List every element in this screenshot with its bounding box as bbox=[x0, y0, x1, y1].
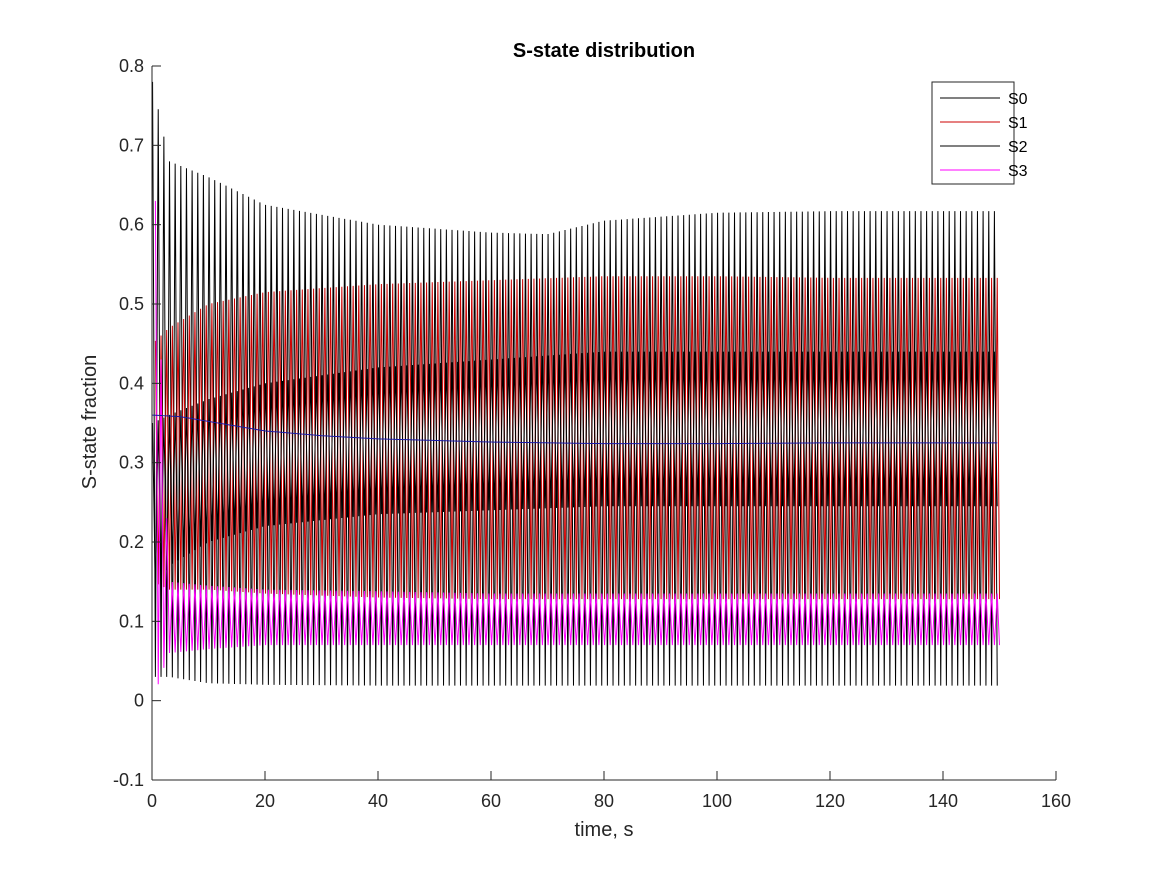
y-tick-label: 0.3 bbox=[119, 453, 144, 473]
legend-label-s0: S0 bbox=[1008, 91, 1028, 108]
legend-label-s3: S3 bbox=[1008, 163, 1028, 180]
x-tick-label: 120 bbox=[815, 791, 845, 811]
y-tick-label: 0.7 bbox=[119, 135, 144, 155]
x-tick-label: 80 bbox=[594, 791, 614, 811]
legend-label-s2: S2 bbox=[1008, 139, 1028, 156]
legend-label-s1: S1 bbox=[1008, 115, 1028, 132]
y-tick-label: 0.4 bbox=[119, 373, 144, 393]
x-tick-label: 0 bbox=[147, 791, 157, 811]
x-tick-label: 40 bbox=[368, 791, 388, 811]
x-tick-label: 140 bbox=[928, 791, 958, 811]
legend-box bbox=[931, 81, 1015, 185]
x-axis-label: time, s bbox=[575, 819, 634, 841]
x-ticks: 0 20 40 60 80 100 120 140 160 bbox=[147, 771, 1071, 811]
x-tick-label: 60 bbox=[481, 791, 501, 811]
y-tick-label: 0.5 bbox=[119, 294, 144, 314]
average-line bbox=[152, 414, 998, 445]
series-line-s2 bbox=[152, 351, 998, 593]
y-tick-label: 0.1 bbox=[119, 611, 144, 631]
x-tick-label: 20 bbox=[255, 791, 275, 811]
y-tick-label: 0.8 bbox=[119, 56, 144, 76]
y-tick-label: 0.2 bbox=[119, 532, 144, 552]
series-line-s3 bbox=[154, 200, 1000, 685]
y-tick-label: 0.6 bbox=[119, 215, 144, 235]
x-tick-label: 160 bbox=[1041, 791, 1071, 811]
chart-title: S-state distribution bbox=[513, 40, 695, 62]
y-tick-label: -0.1 bbox=[113, 770, 144, 790]
y-ticks: -0.1 0 0.1 0.2 0.3 0.4 0.5 0.6 0.7 0.8 bbox=[113, 56, 161, 790]
legend: S0 S1 S2 S3 bbox=[931, 81, 1028, 185]
y-axis-label: S-state fraction bbox=[79, 355, 101, 490]
series-layer bbox=[152, 81, 1000, 686]
x-tick-label: 100 bbox=[702, 791, 732, 811]
y-tick-label: 0 bbox=[134, 691, 144, 711]
